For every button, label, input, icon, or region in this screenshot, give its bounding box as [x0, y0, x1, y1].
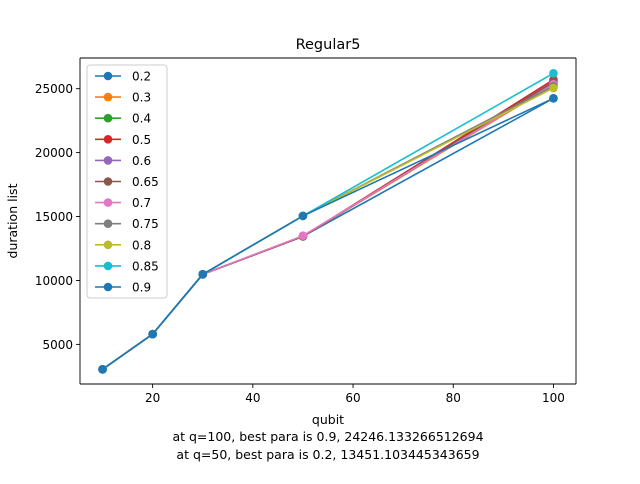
- legend-label: 0.7: [132, 196, 151, 210]
- legend: 0.2 0.3 0.4 0.5 0.6 0.65 0.7 0.75 0.8 0.85 0.9: [86, 64, 168, 299]
- x-axis-label: qubit: [312, 412, 344, 427]
- y-tick-label: 25000: [35, 82, 73, 96]
- legend-entry: 0.9: [95, 281, 151, 295]
- legend-entry: 0.85: [95, 259, 159, 273]
- data-point: [98, 365, 107, 374]
- legend-entry: 0.5: [95, 133, 151, 147]
- y-axis-ticks: 5000 10000 15000 20000 25000: [35, 82, 80, 352]
- x-tick-label: 20: [145, 391, 160, 405]
- legend-entry: 0.7: [95, 196, 151, 210]
- legend-frame: [86, 64, 168, 299]
- y-axis-label: duration list: [5, 183, 20, 258]
- legend-label: 0.65: [132, 175, 159, 189]
- x-tick-label: 80: [446, 391, 461, 405]
- chart-title: Regular5: [296, 37, 361, 53]
- y-tick-label: 10000: [35, 274, 73, 288]
- legend-entry: 0.3: [95, 91, 151, 105]
- legend-marker: [103, 71, 113, 81]
- legend-marker: [103, 113, 113, 123]
- legend-marker: [103, 177, 113, 186]
- legend-entry: 0.65: [95, 175, 159, 189]
- legend-label: 0.75: [132, 217, 159, 231]
- data-point: [148, 329, 157, 339]
- legend-label: 0.5: [132, 133, 151, 147]
- legend-label: 0.2: [132, 70, 151, 84]
- legend-items: 0.2 0.3 0.4 0.5 0.6 0.65 0.7 0.75 0.8 0.85 0.9: [95, 70, 159, 295]
- axes-frame: [79, 57, 577, 385]
- y-tick-label: 5000: [42, 338, 73, 352]
- legend-marker: [103, 156, 113, 165]
- legend-entry: 0.8: [95, 238, 151, 252]
- legend-entry: 0.6: [95, 154, 151, 168]
- legend-label: 0.6: [132, 154, 151, 168]
- y-tick-label: 15000: [35, 210, 73, 224]
- x-axis-ticks: 20 40 60 80 100: [145, 384, 565, 405]
- legend-marker: [103, 240, 113, 250]
- caption-line-1: at q=100, best para is 0.9, 24246.133266…: [172, 429, 483, 444]
- legend-marker: [103, 219, 113, 228]
- series-0.9: [98, 94, 558, 374]
- data-point: [549, 83, 558, 93]
- data-point: [198, 270, 208, 279]
- legend-label: 0.4: [132, 112, 151, 126]
- legend-entry: 0.4: [95, 112, 151, 126]
- legend-entry: 0.2: [95, 70, 151, 84]
- data-point: [298, 231, 308, 240]
- data-point: [298, 211, 308, 221]
- x-tick-label: 40: [245, 391, 260, 405]
- caption-line-2: at q=50, best para is 0.2, 13451.1034453…: [176, 447, 479, 462]
- x-tick-label: 100: [542, 391, 565, 405]
- legend-entry: 0.75: [95, 217, 159, 231]
- data-point: [549, 69, 558, 78]
- legend-marker: [103, 261, 113, 271]
- data-point: [549, 94, 558, 103]
- legend-label: 0.85: [132, 259, 159, 273]
- legend-label: 0.8: [132, 238, 151, 252]
- legend-label: 0.3: [132, 91, 151, 105]
- series-layer: [98, 69, 558, 374]
- legend-marker: [103, 92, 113, 102]
- legend-marker: [103, 198, 113, 207]
- legend-label: 0.9: [132, 281, 151, 295]
- x-tick-label: 60: [345, 391, 360, 405]
- legend-marker: [103, 135, 113, 144]
- y-tick-label: 20000: [35, 146, 73, 160]
- legend-marker: [103, 282, 113, 292]
